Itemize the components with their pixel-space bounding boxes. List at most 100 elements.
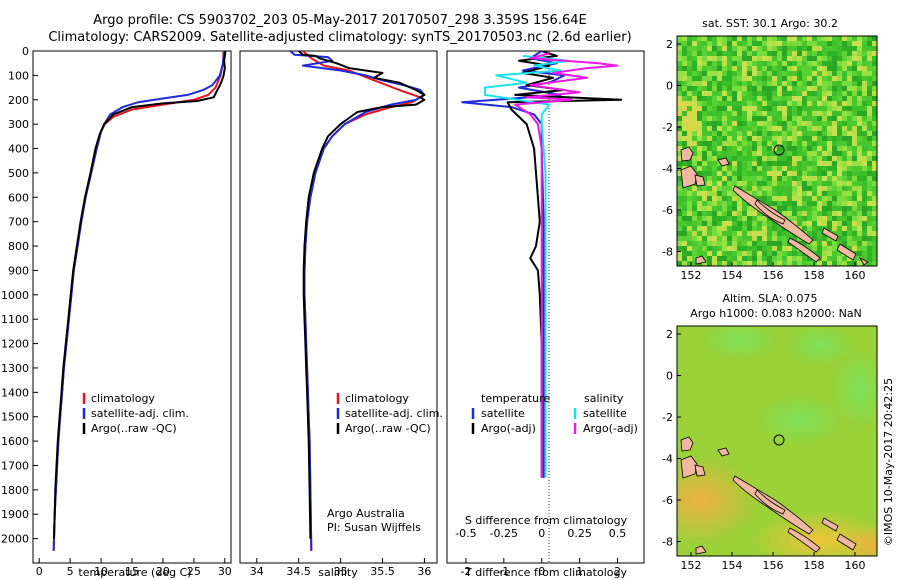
sst-cell <box>847 141 852 146</box>
sst-cell <box>857 166 862 171</box>
sst-cell <box>772 51 777 56</box>
sst-cell <box>817 86 822 91</box>
sst-cell <box>842 256 847 261</box>
sst-cell <box>702 141 707 146</box>
sst-cell <box>717 51 722 56</box>
sst-cell <box>867 241 872 246</box>
sst-cell <box>762 46 767 51</box>
x-top-tick-label: 0.25 <box>567 527 592 540</box>
sst-cell <box>682 161 687 166</box>
sst-cell <box>872 121 877 126</box>
sst-cell <box>872 246 877 251</box>
sst-cell <box>737 131 742 136</box>
sst-cell <box>752 211 757 216</box>
sst-cell <box>687 116 692 121</box>
sst-cell <box>772 76 777 81</box>
sst-cell <box>732 146 737 151</box>
sst-cell <box>837 211 842 216</box>
sst-cell <box>757 126 762 131</box>
sst-cell <box>762 151 767 156</box>
sst-cell <box>862 121 867 126</box>
sst-cell <box>807 106 812 111</box>
sst-cell <box>817 116 822 121</box>
sst-cell <box>732 126 737 131</box>
sst-cell <box>867 106 872 111</box>
sst-cell <box>717 176 722 181</box>
sst-cell <box>857 216 862 221</box>
sst-cell <box>867 221 872 226</box>
sst-cell <box>862 106 867 111</box>
map-y-tick-label: 2 <box>666 328 673 341</box>
sst-cell <box>777 141 782 146</box>
sst-cell <box>867 141 872 146</box>
temperature-x-label: temperature (deg C) <box>78 566 191 579</box>
sst-cell <box>757 96 762 101</box>
sst-cell <box>822 181 827 186</box>
sst-cell <box>802 136 807 141</box>
sst-cell <box>767 36 772 41</box>
sst-cell <box>717 206 722 211</box>
sst-cell <box>707 216 712 221</box>
sst-cell <box>692 236 697 241</box>
y-tick-label: 1600 <box>1 435 29 448</box>
sst-cell <box>852 121 857 126</box>
sst-cell <box>862 221 867 226</box>
sst-cell <box>807 51 812 56</box>
sst-cell <box>852 66 857 71</box>
sst-cell <box>787 156 792 161</box>
sst-cell <box>782 261 787 266</box>
sst-cell <box>817 161 822 166</box>
sst-cell <box>782 61 787 66</box>
y-tick-label: 1900 <box>1 508 29 521</box>
sst-cell <box>797 116 802 121</box>
map-x-tick-label: 154 <box>722 269 743 282</box>
sst-cell <box>732 181 737 186</box>
sst-cell <box>857 91 862 96</box>
sst-cell <box>777 81 782 86</box>
sst-cell <box>792 161 797 166</box>
sst-cell <box>762 136 767 141</box>
sst-cell <box>782 121 787 126</box>
sst-cell <box>732 246 737 251</box>
sst-cell <box>732 196 737 201</box>
sst-cell <box>682 236 687 241</box>
sst-cell <box>707 46 712 51</box>
sst-cell <box>822 51 827 56</box>
sst-cell <box>777 86 782 91</box>
sst-cell <box>772 141 777 146</box>
sst-cell <box>832 101 837 106</box>
sst-cell <box>822 161 827 166</box>
sst-cell <box>862 91 867 96</box>
sst-cell <box>842 101 847 106</box>
sst-cell <box>687 46 692 51</box>
sst-cell <box>792 236 797 241</box>
sst-cell <box>702 41 707 46</box>
sst-cell <box>737 56 742 61</box>
sst-cell <box>727 51 732 56</box>
sst-cell <box>747 251 752 256</box>
sst-cell <box>857 146 862 151</box>
sst-cell <box>857 156 862 161</box>
x-tick-label: 35 <box>334 565 348 578</box>
sst-cell <box>777 51 782 56</box>
sst-cell <box>797 161 802 166</box>
sst-cell <box>757 101 762 106</box>
sst-cell <box>777 91 782 96</box>
sst-cell <box>697 246 702 251</box>
sst-cell <box>772 81 777 86</box>
sst-cell <box>727 246 732 251</box>
sst-cell <box>677 201 682 206</box>
sst-cell <box>767 86 772 91</box>
map-x-tick-label: 160 <box>845 559 866 572</box>
sst-cell <box>812 226 817 231</box>
sst-cell <box>717 211 722 216</box>
sst-cell <box>727 66 732 71</box>
sst-cell <box>787 251 792 256</box>
sst-cell <box>867 226 872 231</box>
sst-cell <box>722 61 727 66</box>
series-line <box>506 51 623 478</box>
sst-cell <box>857 161 862 166</box>
sst-cell <box>772 161 777 166</box>
difference-panel: -2 -1 0 1 2-0.5 -0.25 0 0.25 0.5 S difference fr… <box>446 50 645 579</box>
sst-cell <box>757 51 762 56</box>
